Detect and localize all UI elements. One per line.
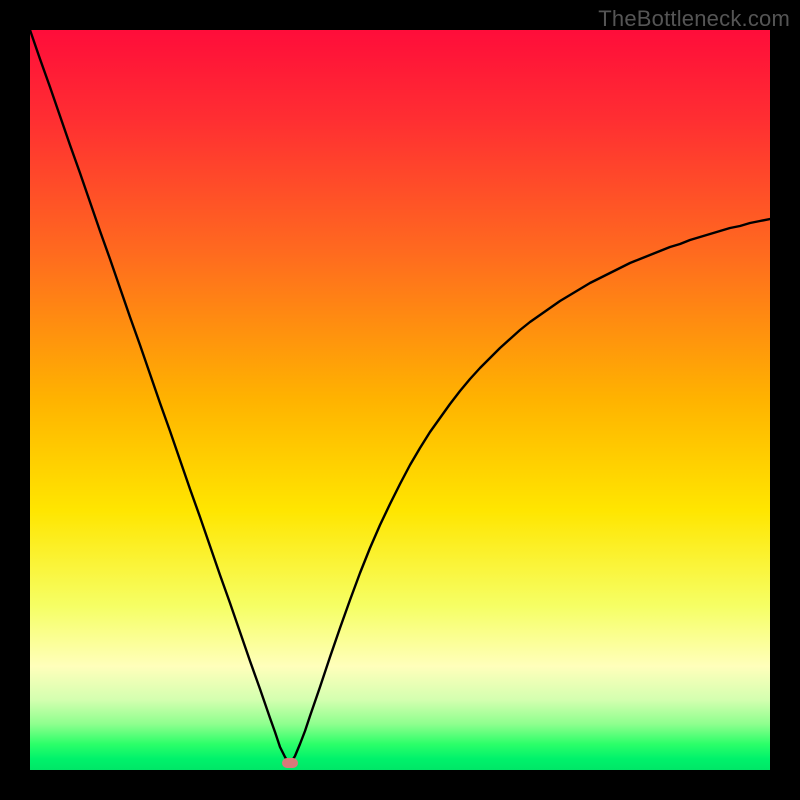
chart-svg — [30, 30, 770, 770]
plot-area — [30, 30, 770, 770]
watermark-text: TheBottleneck.com — [598, 6, 790, 32]
gradient-background — [30, 30, 770, 770]
optimum-marker — [282, 758, 298, 768]
chart-frame: TheBottleneck.com — [0, 0, 800, 800]
